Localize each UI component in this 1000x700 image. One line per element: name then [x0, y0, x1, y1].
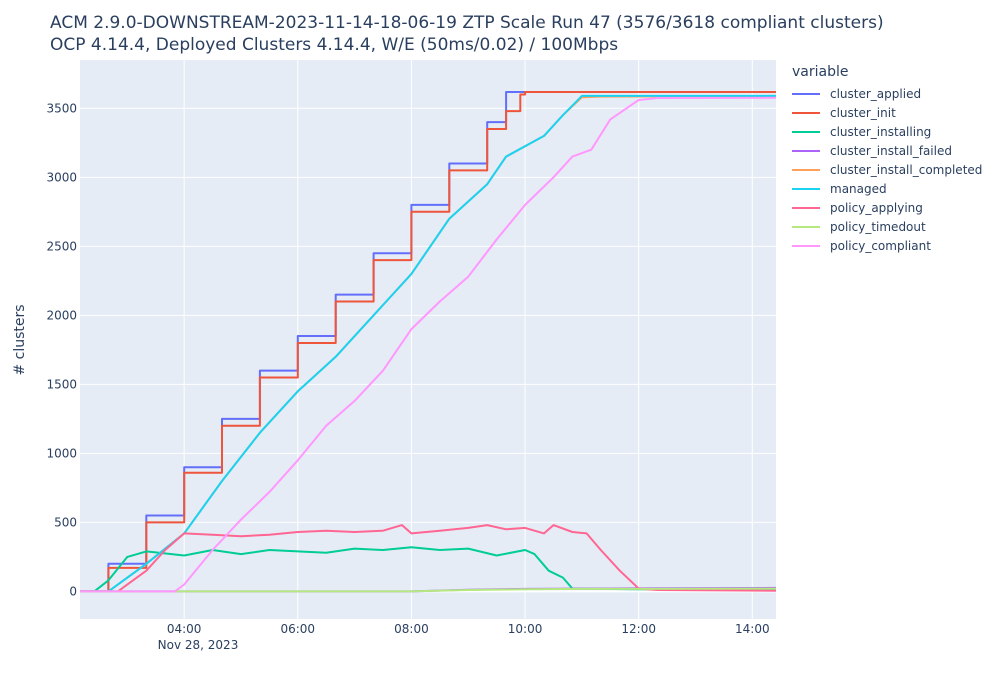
y-tick-label: 500: [54, 515, 77, 529]
legend-item-cluster-applied[interactable]: cluster_applied: [792, 84, 982, 103]
series-line-cluster-installing[interactable]: [80, 546, 776, 593]
legend-label: policy_compliant: [830, 238, 931, 253]
x-tick-label: 08:00: [394, 622, 429, 636]
y-axis-ticks: 0 500 1000 1500 2000 2500 3000 3500: [46, 101, 77, 598]
legend-swatch: [792, 206, 820, 209]
legend-label: cluster_init: [830, 105, 896, 120]
chart-subtitle: OCP 4.14.4, Deployed Clusters 4.14.4, W/…: [50, 35, 619, 55]
legend-swatch: [792, 225, 820, 228]
chart-title-block: ACM 2.9.0-DOWNSTREAM-2023-11-14-18-06-19…: [50, 12, 884, 56]
legend-item-cluster-init[interactable]: cluster_init: [792, 103, 982, 122]
legend-item-policy-applying[interactable]: policy_applying: [792, 198, 982, 217]
series-line-policy-applying[interactable]: [80, 524, 777, 593]
x-tick-label: 06:00: [280, 622, 315, 636]
y-tick-label: 1500: [46, 377, 77, 391]
series-line-policy-timedout[interactable]: [80, 587, 777, 593]
legend-item-cluster-installing[interactable]: cluster_installing: [792, 122, 982, 141]
y-tick-label: 3000: [46, 170, 77, 184]
y-tick-label: 2500: [46, 239, 77, 253]
legend-label: cluster_install_failed: [830, 143, 952, 158]
series-lines: [80, 91, 777, 593]
legend-swatch: [792, 111, 820, 114]
legend-items: cluster_applied cluster_init cluster_insta…: [792, 84, 982, 255]
legend-swatch: [792, 130, 820, 133]
x-tick-label: 14:00: [735, 622, 770, 636]
y-tick-label: 1000: [46, 446, 77, 460]
legend-item-cluster-install-completed[interactable]: cluster_install_completed: [792, 160, 982, 179]
y-axis-title: # clusters: [12, 304, 28, 375]
legend-swatch: [792, 244, 820, 247]
legend-item-cluster-install-failed[interactable]: cluster_install_failed: [792, 141, 982, 160]
legend-label: cluster_installing: [830, 124, 932, 139]
legend-label: cluster_applied: [830, 86, 922, 101]
legend-swatch: [792, 187, 820, 190]
legend-label: cluster_install_completed: [830, 162, 983, 177]
legend: variable cluster_applied cluster_init clus…: [792, 64, 982, 255]
legend-swatch: [792, 149, 820, 152]
y-tick-label: 2000: [46, 308, 77, 322]
legend-item-policy-timedout[interactable]: policy_timedout: [792, 217, 982, 236]
x-axis-ticks: 04:00 06:00 08:00 10:00 12:00 14:00: [167, 622, 770, 636]
x-axis-date-label: Nov 28, 2023: [158, 638, 239, 652]
legend-swatch: [792, 168, 820, 171]
chart-title: ACM 2.9.0-DOWNSTREAM-2023-11-14-18-06-19…: [50, 13, 884, 33]
legend-swatch: [792, 92, 820, 95]
legend-title: variable: [792, 64, 849, 80]
y-tick-label: 0: [69, 584, 77, 598]
x-tick-label: 04:00: [167, 622, 202, 636]
y-tick-label: 3500: [46, 101, 77, 115]
x-tick-label: 10:00: [508, 622, 543, 636]
plot-background: [80, 60, 776, 619]
x-tick-label: 12:00: [621, 622, 656, 636]
legend-label: policy_applying: [830, 200, 923, 215]
series-line-policy-compliant[interactable]: [80, 96, 777, 593]
legend-label: policy_timedout: [830, 219, 926, 234]
legend-item-managed[interactable]: managed: [792, 179, 982, 198]
legend-item-policy-compliant[interactable]: policy_compliant: [792, 236, 982, 255]
series-line-cluster-init[interactable]: [80, 91, 776, 593]
series-line-cluster-applied[interactable]: [80, 91, 776, 593]
legend-label: managed: [830, 181, 887, 196]
